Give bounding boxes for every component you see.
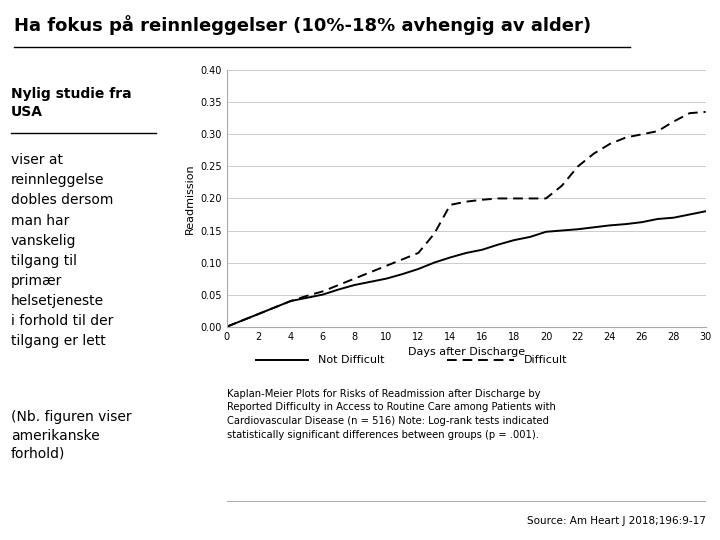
X-axis label: Days after Discharge: Days after Discharge [408, 347, 525, 357]
Text: Difficult: Difficult [523, 355, 567, 366]
Text: Nylig studie fra
USA: Nylig studie fra USA [11, 87, 132, 119]
Text: Source: Am Heart J 2018;196:9-17: Source: Am Heart J 2018;196:9-17 [527, 516, 706, 526]
Y-axis label: Readmission: Readmission [185, 163, 194, 234]
Text: Kaplan-Meier Plots for Risks of Readmission after Discharge by
Reported Difficul: Kaplan-Meier Plots for Risks of Readmiss… [227, 389, 556, 440]
Text: Ha fokus på reinnleggelser (10%-18% avhengig av alder): Ha fokus på reinnleggelser (10%-18% avhe… [14, 15, 592, 35]
Text: viser at
reinnleggelse
dobles dersom
man har
vanskelig
tilgang til
primær
helset: viser at reinnleggelse dobles dersom man… [11, 153, 113, 348]
Text: (Nb. figuren viser
amerikanske
forhold): (Nb. figuren viser amerikanske forhold) [11, 410, 132, 461]
Text: Not Difficult: Not Difficult [318, 355, 384, 366]
